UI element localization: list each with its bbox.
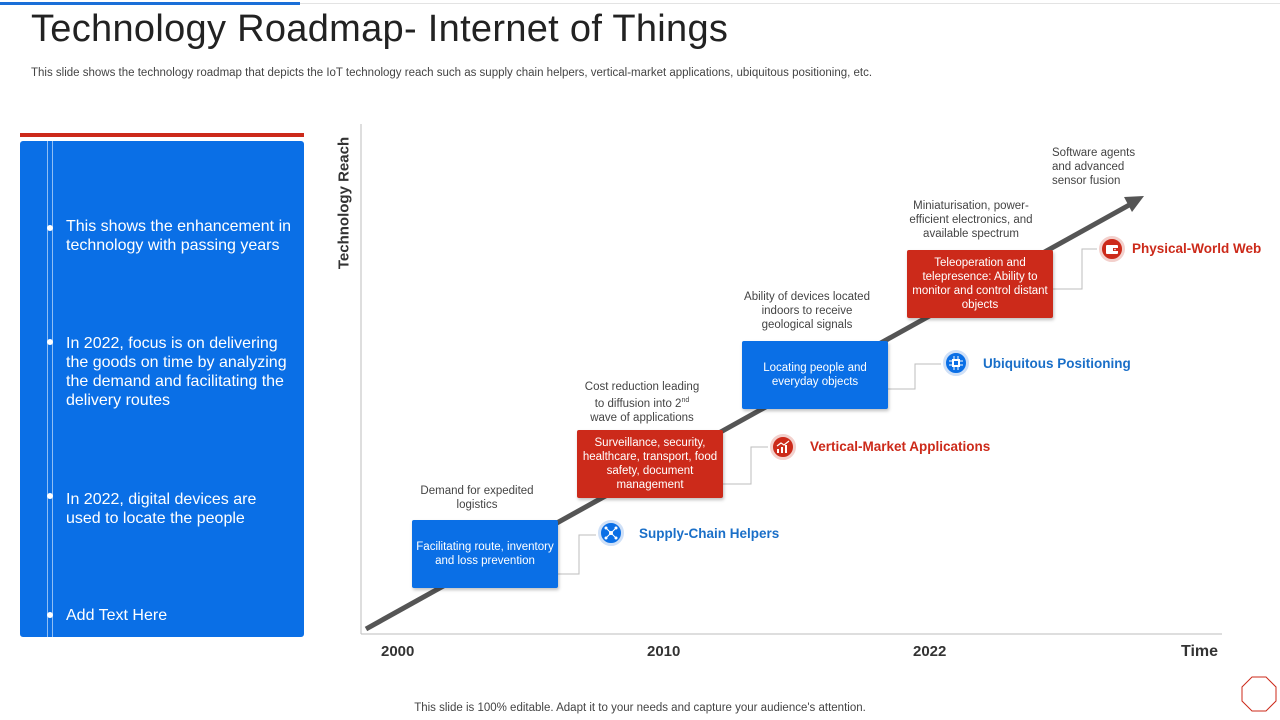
y-axis-label: Technology Reach (335, 136, 353, 270)
page-subtitle: This slide shows the technology roadmap … (31, 67, 873, 79)
connector-line (558, 534, 596, 575)
stage-note: Ability of devices located indoors to re… (744, 291, 870, 331)
category-label: Ubiquitous Positioning (983, 356, 1131, 371)
network-icon (598, 520, 624, 546)
sidebar-bullet-2: In 2022, focus is on delivering the good… (66, 335, 287, 409)
x-tick-label: 2010 (647, 643, 681, 660)
page-title: Technology Roadmap- Internet of Things (31, 8, 729, 50)
growth-chart-icon (770, 434, 796, 460)
connector-line (888, 363, 941, 390)
bullet-dot (47, 339, 53, 345)
sidebar-timeline-line (52, 141, 53, 637)
top-divider (300, 3, 1280, 4)
stage-box: Locating people and everyday objects (742, 341, 888, 409)
bullet-dot (47, 612, 53, 618)
stage-box: Teleoperation and telepresence: Ability … (907, 250, 1053, 318)
wallet-icon (1099, 236, 1125, 262)
category-label: Vertical-Market Applications (810, 439, 991, 454)
x-tick-label: 2022 (913, 643, 947, 660)
connector-line (1053, 248, 1097, 290)
stage-box: Facilitating route, inventory and loss p… (412, 520, 558, 588)
ordinal-suffix: nd (681, 397, 690, 404)
stage-note: Demand for expedited logistics (420, 485, 534, 511)
sidebar-bullet-1: This shows the enhancement in technology… (66, 218, 292, 254)
corner-octagon-icon (1241, 676, 1277, 712)
stage-note-line: to diffusion into 2 (594, 397, 682, 410)
stage-note: Miniaturisation, power-efficient electro… (909, 200, 1033, 240)
growth-arrow-head (1124, 196, 1144, 212)
category-label: Supply-Chain Helpers (639, 526, 780, 541)
category-label: Physical-World Web (1132, 241, 1262, 256)
final-note: Software agents and advanced sensor fusi… (1052, 147, 1136, 187)
x-tick-label: 2000 (381, 643, 415, 660)
stage-note-line: Cost reduction leading (584, 381, 700, 393)
footer-note: This slide is 100% editable. Adapt it to… (414, 702, 866, 714)
chip-icon (943, 350, 969, 376)
stage-box: Surveillance, security, healthcare, tran… (577, 430, 723, 498)
top-accent-bar (0, 2, 300, 5)
connector-line (723, 446, 768, 485)
sidebar-timeline-line (47, 141, 48, 637)
sidebar-bullet-3: In 2022, digital devices are used to loc… (66, 491, 257, 527)
stage-note-line: wave of applications (590, 411, 694, 424)
sidebar-accent-bar (20, 133, 304, 137)
x-axis-label: Time (1181, 643, 1219, 660)
bullet-dot (47, 493, 53, 499)
bullet-dot (47, 225, 53, 231)
stage-note: Cost reduction leading to diffusion into… (572, 380, 712, 425)
sidebar-panel: This shows the enhancement in technology… (20, 141, 304, 637)
sidebar-bullet-4: Add Text Here (66, 607, 168, 624)
